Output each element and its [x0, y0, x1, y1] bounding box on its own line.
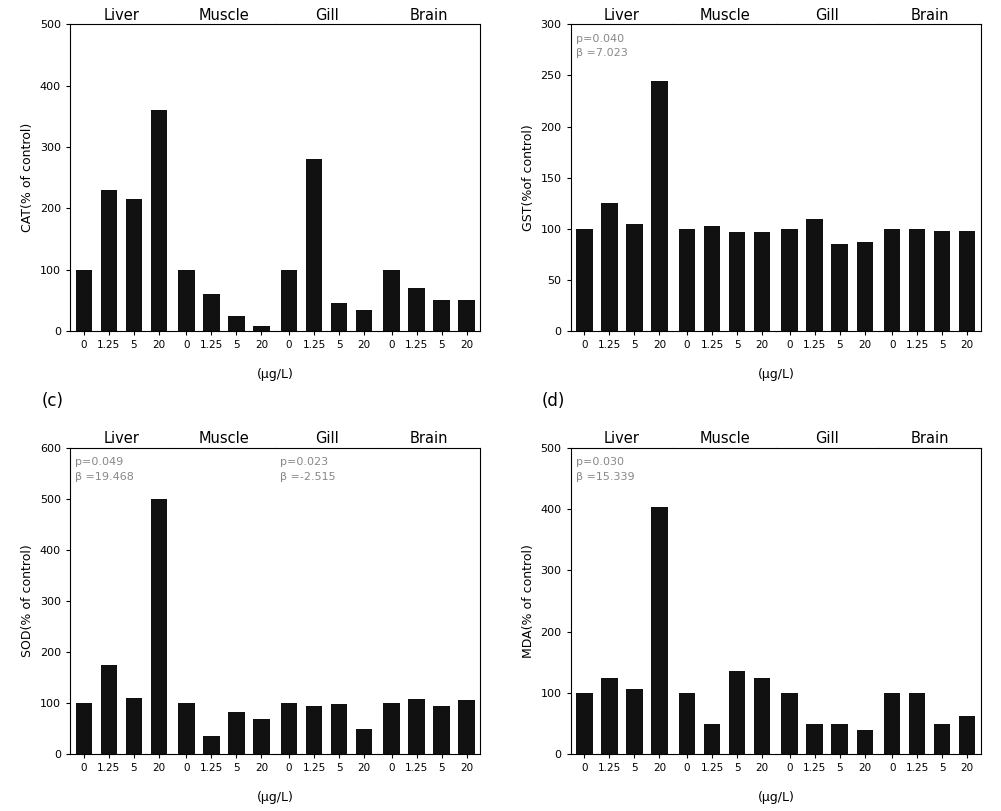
- Title: Liver: Liver: [103, 8, 139, 24]
- Bar: [306, 706, 322, 754]
- Bar: [331, 303, 347, 331]
- Bar: [729, 672, 745, 754]
- Bar: [433, 706, 449, 754]
- Text: p=0.040
β =7.023: p=0.040 β =7.023: [576, 33, 628, 58]
- Bar: [356, 728, 372, 754]
- Bar: [884, 693, 900, 754]
- Bar: [281, 703, 297, 754]
- Bar: [782, 229, 798, 331]
- Bar: [253, 326, 269, 331]
- Text: p=0.023
β =-2.515: p=0.023 β =-2.515: [280, 457, 336, 482]
- Bar: [782, 693, 798, 754]
- Bar: [909, 229, 925, 331]
- Text: (μg/L): (μg/L): [257, 791, 293, 804]
- Bar: [306, 159, 322, 331]
- Title: Brain: Brain: [409, 8, 448, 24]
- Bar: [909, 693, 925, 754]
- Y-axis label: CAT(% of control): CAT(% of control): [21, 123, 34, 232]
- Bar: [602, 204, 618, 331]
- Bar: [383, 270, 399, 331]
- Bar: [458, 700, 474, 754]
- Bar: [151, 499, 167, 754]
- Bar: [832, 244, 848, 331]
- Bar: [832, 723, 848, 754]
- Bar: [934, 723, 950, 754]
- Bar: [652, 80, 668, 331]
- Bar: [356, 310, 372, 331]
- Title: Liver: Liver: [604, 8, 640, 24]
- Bar: [679, 693, 695, 754]
- Bar: [729, 232, 745, 331]
- Bar: [281, 270, 297, 331]
- Bar: [228, 712, 244, 754]
- Bar: [383, 703, 399, 754]
- Bar: [253, 719, 269, 754]
- Title: Gill: Gill: [815, 8, 839, 24]
- Text: (c): (c): [41, 393, 63, 410]
- Title: Gill: Gill: [314, 8, 338, 24]
- Bar: [577, 693, 593, 754]
- Title: Gill: Gill: [815, 431, 839, 446]
- Bar: [704, 225, 720, 331]
- Bar: [178, 703, 194, 754]
- Bar: [959, 231, 975, 331]
- Bar: [577, 229, 593, 331]
- Bar: [754, 677, 770, 754]
- Title: Muscle: Muscle: [198, 8, 249, 24]
- Bar: [101, 190, 117, 331]
- Title: Gill: Gill: [314, 431, 338, 446]
- Bar: [704, 723, 720, 754]
- Bar: [857, 242, 873, 331]
- Bar: [959, 715, 975, 754]
- Bar: [857, 730, 873, 754]
- Bar: [203, 736, 219, 754]
- Title: Muscle: Muscle: [699, 431, 750, 446]
- Text: (μg/L): (μg/L): [257, 368, 293, 381]
- Text: p=0.030
β =15.339: p=0.030 β =15.339: [576, 457, 635, 482]
- Bar: [331, 704, 347, 754]
- Text: p=0.049
β =19.468: p=0.049 β =19.468: [75, 457, 134, 482]
- Bar: [884, 229, 900, 331]
- Bar: [408, 288, 424, 331]
- Bar: [126, 698, 142, 754]
- Text: (d): (d): [542, 393, 566, 410]
- Bar: [627, 224, 643, 331]
- Bar: [807, 723, 823, 754]
- Bar: [433, 300, 449, 331]
- Title: Muscle: Muscle: [699, 8, 750, 24]
- Y-axis label: MDA(% of control): MDA(% of control): [522, 544, 535, 658]
- Title: Brain: Brain: [409, 431, 448, 446]
- Bar: [126, 200, 142, 331]
- Bar: [178, 270, 194, 331]
- Bar: [627, 689, 643, 754]
- Y-axis label: SOD(% of control): SOD(% of control): [21, 544, 34, 657]
- Bar: [807, 218, 823, 331]
- Title: Liver: Liver: [103, 431, 139, 446]
- Text: (μg/L): (μg/L): [758, 791, 794, 804]
- Bar: [934, 231, 950, 331]
- Bar: [408, 699, 424, 754]
- Bar: [76, 270, 92, 331]
- Bar: [652, 507, 668, 754]
- Bar: [458, 300, 474, 331]
- Bar: [151, 110, 167, 331]
- Bar: [101, 665, 117, 754]
- Bar: [76, 703, 92, 754]
- Bar: [203, 294, 219, 331]
- Title: Muscle: Muscle: [198, 431, 249, 446]
- Title: Brain: Brain: [911, 431, 949, 446]
- Bar: [754, 232, 770, 331]
- Y-axis label: GST(%of control): GST(%of control): [522, 124, 535, 231]
- Bar: [228, 315, 244, 331]
- Bar: [679, 229, 695, 331]
- Bar: [602, 677, 618, 754]
- Text: (μg/L): (μg/L): [758, 368, 794, 381]
- Title: Brain: Brain: [911, 8, 949, 24]
- Title: Liver: Liver: [604, 431, 640, 446]
